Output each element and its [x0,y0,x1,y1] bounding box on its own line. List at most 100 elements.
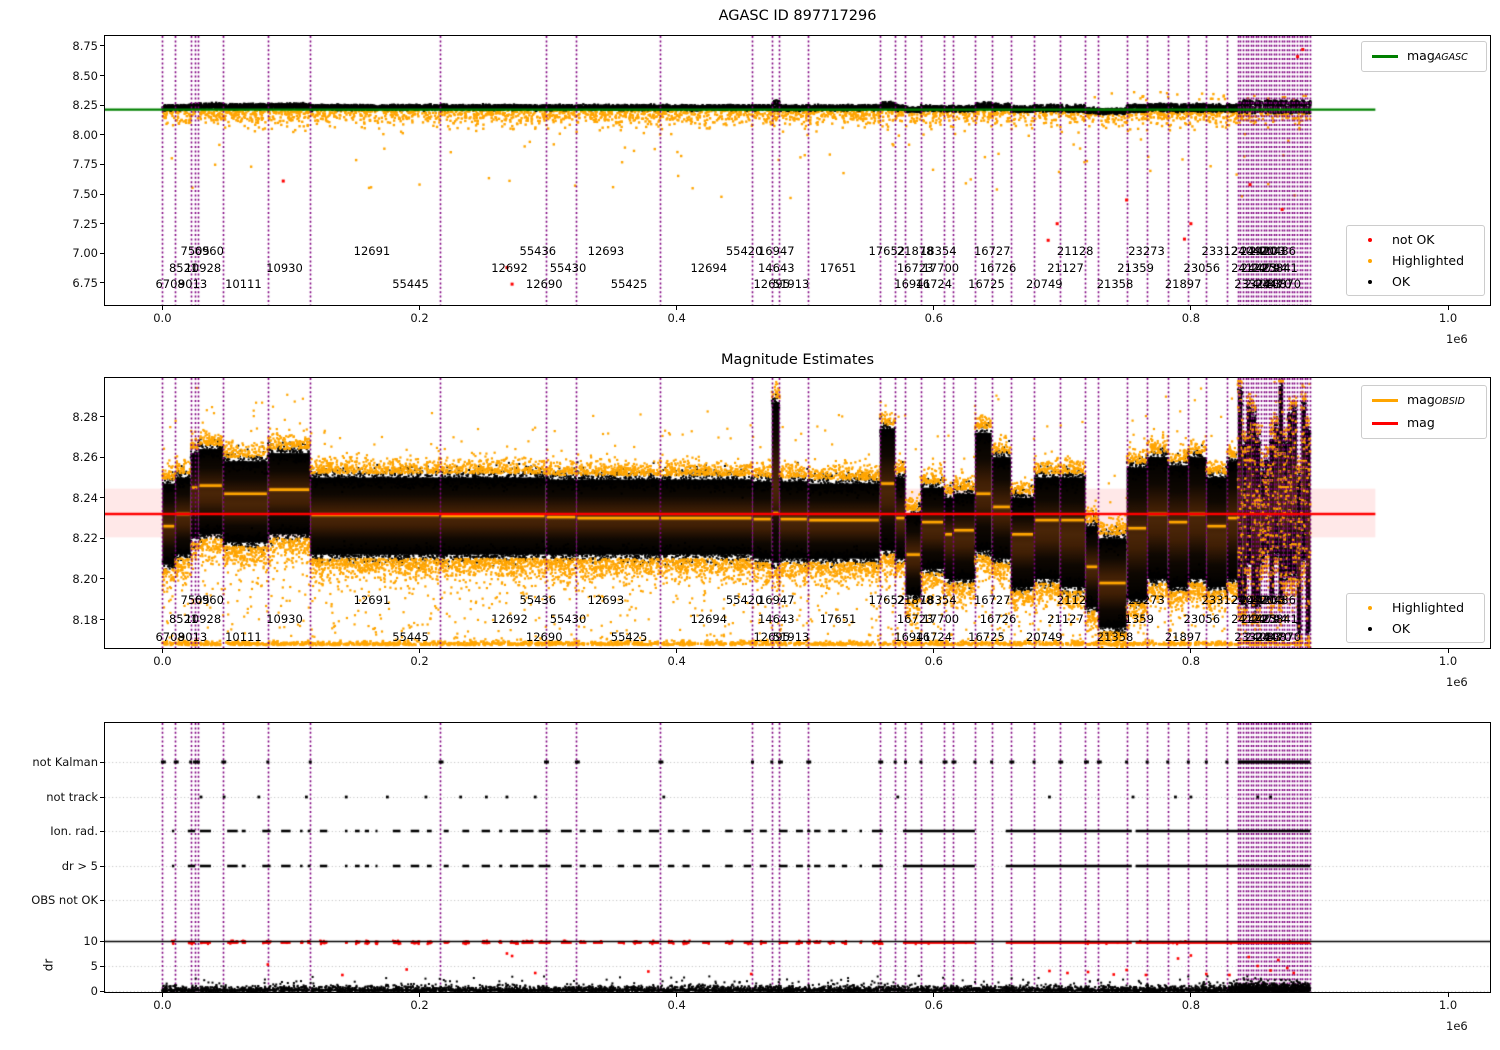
obsid-label: 17651 [819,261,857,275]
obsid-label: 55436 [519,244,557,258]
obsid-label: 12691 [353,244,391,258]
y-tick-mark [100,223,104,225]
obsid-label: 16723 [896,261,934,275]
legend-item-not-ok: not OK [1357,232,1474,247]
dr-tick-label: 0 [90,984,98,998]
x-tick-mark [1190,993,1192,997]
obsid-label: 21359 [1117,261,1154,275]
obsid-label: 21127 [1047,261,1084,275]
y-tick-mark [100,75,104,77]
category-label: Ion. rad. [50,824,98,838]
x-tick-label: 0.0 [153,998,172,1012]
x-tick-label: 0.6 [924,998,943,1012]
legend-label: mag [1407,415,1435,430]
obsid-label: 17700 [922,612,960,626]
obsid-label: 12694 [690,612,728,626]
obsid-label: 16723 [896,612,934,626]
obsid-label: 23273 [1128,244,1165,258]
obsid-label: 24083 [1244,630,1282,644]
obsid-label: 14643 [757,261,795,275]
obsid-label: 55445 [392,277,429,291]
obsid-label: 24920 [1240,244,1277,258]
category-label: dr > 5 [61,859,98,873]
dr-tick-label: 5 [90,959,98,973]
obsid-label: 23312 [1201,244,1239,258]
obsid-label: 10111 [225,277,262,291]
obsid-label: 24122 [1231,612,1268,626]
obsid-label: 55425 [610,277,648,291]
y-tick-mark [100,990,104,992]
obsid-label: 24794 [1251,612,1288,626]
x-tick-label: 1.0 [1438,311,1458,325]
x-tick-mark [161,649,163,653]
red-line-swatch [1372,422,1398,425]
y-tick-mark [100,104,104,106]
obsid-label: 55420 [725,593,763,607]
y-tick-label: 8.22 [72,531,98,546]
obsid-label: 17652 [868,244,906,258]
obsid-label: 55420 [725,244,763,258]
obsid-label: 25841 [1261,612,1298,626]
x-tick-label: 0.4 [667,654,686,668]
obsid-label: 21128 [1056,244,1094,258]
obsid-label: 9013 [177,277,208,291]
legend-item-ok: OK [1357,621,1474,636]
obsid-label: 16941 [894,277,931,291]
y-tick-label: 7.25 [72,216,98,231]
category-label: OBS not OK [31,893,98,907]
y-tick-mark [100,416,104,418]
x-tick-mark [933,993,935,997]
black-dot-swatch [1357,279,1383,284]
obsid-label: 24470 [1254,277,1292,291]
x-tick-mark [1447,306,1449,310]
obsid-label: 12695 [753,277,791,291]
x-tick-label: 0.6 [924,654,943,668]
orange-dot-swatch [1357,258,1383,263]
x-tick-label: 0.6 [924,311,943,325]
obsid-label: 16727 [973,244,1011,258]
obsid-label: 9013 [177,630,208,644]
y-tick-label: 8.28 [72,409,98,424]
x-tick-label: 0.8 [1181,654,1201,668]
legend-label: Highlighted [1392,600,1465,615]
x-tick-mark [933,306,935,310]
y-tick-label: 8.26 [72,450,98,465]
obsid-label: 17652 [868,593,906,607]
legend-item-mag-agasc: magAGASC [1372,48,1476,65]
obsid-label: 7505 [180,244,210,258]
obsid-label: 16724 [915,277,953,291]
obsid-label: 7505 [180,593,210,607]
y-tick-mark [100,761,104,763]
y-tick-mark [100,252,104,254]
legend-label: not OK [1392,232,1435,247]
obsid-label: 24042 [1231,244,1268,258]
obsid-label: 8521 [168,612,199,626]
obsid-label: 10930 [266,612,303,626]
obsid-label: 12690 [525,277,563,291]
axis-offset-label: 1e6 [1446,332,1468,346]
black-dot-swatch [1357,626,1383,631]
y-tick-label: 8.25 [72,98,98,113]
legend-label: OK [1392,274,1411,289]
obsid-label: 8521 [168,261,199,275]
y-tick-label: 8.75 [72,38,98,53]
y-tick-mark [100,163,104,165]
obsid-label: 24794 [1251,261,1288,275]
y-tick-label: 7.75 [72,157,98,172]
plot1-axes [104,35,1491,306]
x-tick-mark [161,993,163,997]
red-dot-swatch [1357,237,1383,242]
obsid-label: 10928 [184,261,222,275]
obsid-label: 16725 [968,630,1005,644]
x-tick-mark [1447,649,1449,653]
obsid-label: 16726 [979,612,1017,626]
y-tick-label: 8.20 [72,571,98,586]
obsid-label: 12691 [353,593,391,607]
obsid-label: 20870 [1264,630,1302,644]
y-tick-label: 8.50 [72,68,98,83]
obsid-label: 55430 [549,612,587,626]
obsid-label: 17700 [922,261,960,275]
x-tick-mark [676,306,678,310]
legend-mag-agasc: magAGASC [1361,41,1487,72]
obsid-label: 23324 [1234,277,1271,291]
